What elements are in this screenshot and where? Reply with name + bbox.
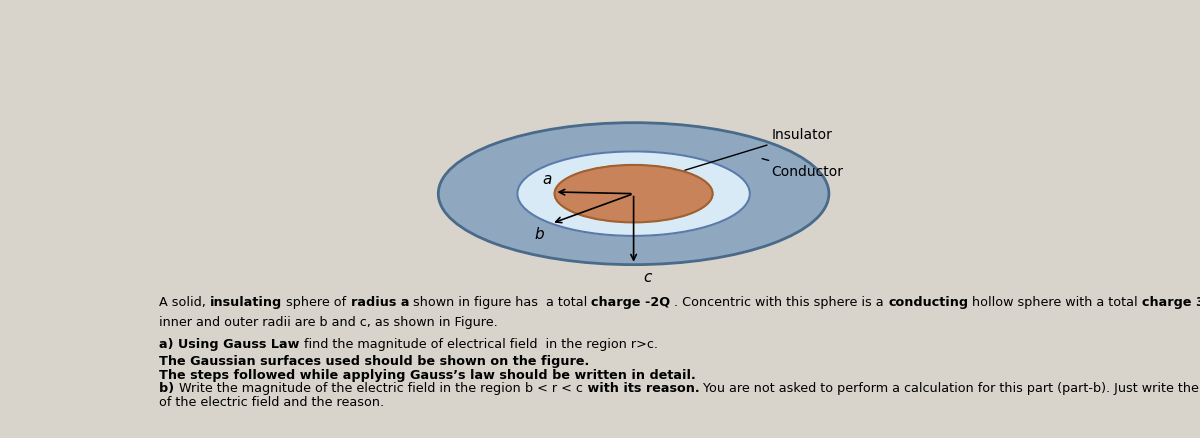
Text: a: a xyxy=(542,172,552,187)
Text: b < r < c: b < r < c xyxy=(524,381,582,394)
Text: b: b xyxy=(534,227,544,242)
Text: . Concentric with this sphere is a: . Concentric with this sphere is a xyxy=(671,295,888,308)
Text: Conductor: Conductor xyxy=(762,159,844,179)
Text: radius a: radius a xyxy=(350,295,409,308)
Text: charge -2Q: charge -2Q xyxy=(592,295,671,308)
Circle shape xyxy=(517,152,750,237)
Text: with its reason.: with its reason. xyxy=(582,381,700,394)
Text: find the magnitude of electrical field  in the region r>c.: find the magnitude of electrical field i… xyxy=(304,338,658,350)
Text: b): b) xyxy=(160,381,179,394)
Text: Write the magnitude of the electric field in the region: Write the magnitude of the electric fiel… xyxy=(179,381,524,394)
Text: The steps followed while applying Gauss’s law should be written in detail.: The steps followed while applying Gauss’… xyxy=(160,368,696,381)
Text: charge 3Q: charge 3Q xyxy=(1142,295,1200,308)
Circle shape xyxy=(438,124,829,265)
Text: Insulator: Insulator xyxy=(685,128,832,171)
Text: conducting: conducting xyxy=(888,295,968,308)
Text: insulating: insulating xyxy=(210,295,282,308)
Text: hollow sphere with a total: hollow sphere with a total xyxy=(968,295,1142,308)
Text: You are not asked to perform a calculation for this part (part-b). Just write th: You are not asked to perform a calculati… xyxy=(700,381,1200,394)
Text: shown in figure has  a total: shown in figure has a total xyxy=(409,295,592,308)
Text: a) Using Gauss Law: a) Using Gauss Law xyxy=(160,338,304,350)
Text: A solid,: A solid, xyxy=(160,295,210,308)
Text: The Gaussian surfaces used should be shown on the figure.: The Gaussian surfaces used should be sho… xyxy=(160,354,589,367)
Text: inner and outer radii are b and c, as shown in Figure.: inner and outer radii are b and c, as sh… xyxy=(160,316,498,328)
Text: sphere of: sphere of xyxy=(282,295,350,308)
Text: of the electric field and the reason.: of the electric field and the reason. xyxy=(160,395,384,408)
Text: c: c xyxy=(643,269,652,284)
Circle shape xyxy=(554,166,713,223)
